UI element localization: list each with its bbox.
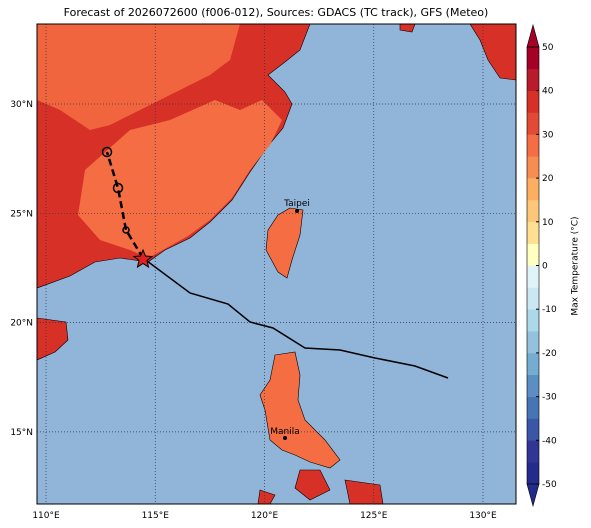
lat-label: 25°N [10,209,33,219]
lon-label: 130°E [469,511,497,521]
colorbar-tick-label: 40 [542,87,554,97]
colorbar-band [527,331,539,354]
colorbar-tick-label: 30 [542,130,554,140]
track-point [112,182,124,194]
colorbar-band [527,112,539,135]
track-point [101,146,113,158]
colorbar-band [527,221,539,244]
hainan [37,317,69,361]
past-track [142,257,449,379]
map-title: Forecast of 2026072600 (f006-012), Sourc… [64,6,489,19]
colorbar-band [527,396,539,419]
colorbar-band [527,156,539,179]
lat-label: 15°N [10,428,33,438]
lon-label: 115°E [142,511,170,521]
colorbar-band [527,374,539,397]
colorbar-label: Max Temperature (°C) [571,216,581,315]
colorbar-band [527,287,539,310]
city-label: Taipei [283,199,310,209]
north-warm-area [37,24,240,130]
colorbar-tick-label: -30 [542,393,557,403]
lon-label: 120°E [251,511,279,521]
forecast-track [105,151,145,259]
map-frame [36,23,517,505]
visayas [257,469,384,504]
luzon [259,351,341,469]
lon-label: 110°E [32,511,60,521]
colorbar-band [527,90,539,113]
storm-position [132,248,154,269]
city-label: Manila [270,427,300,437]
lat-label: 30°N [10,100,33,110]
colorbar-band [527,243,539,266]
colorbar-band [527,265,539,288]
colorbar-tick-label: -40 [542,436,557,446]
colorbar-band [527,352,539,376]
colorbar-tick-label: 50 [542,43,554,53]
colorbar-band [527,440,539,463]
colorbar-tick-label: 20 [542,174,554,184]
south-warm-area [78,100,282,258]
city-dot [283,436,287,440]
colorbar-band [527,47,539,70]
colorbar-band [527,178,539,201]
taiwan [265,207,304,279]
colorbar-band [527,68,539,91]
colorbar: -50 -40 -30 -20 -10 0 10 20 30 40 50 [526,23,557,508]
colorbar-tick-label: -50 [542,480,557,490]
graticule [37,24,516,504]
colorbar-tick-label: 10 [542,218,554,228]
colorbar-tick-label: -20 [542,349,557,359]
colorbar-band [527,199,539,223]
track-point [122,226,130,234]
colorbar-extend [526,483,540,508]
colorbar-tick-label: 0 [542,262,548,272]
city-dot [295,209,299,213]
lat-label: 20°N [10,319,33,329]
colorbar-band [527,309,539,332]
colorbar-band [527,134,539,157]
colorbar-band [527,462,539,485]
colorbar-tick-label: -10 [542,305,557,315]
map-area: Taipei Manila [37,24,516,504]
lon-label: 125°E [360,511,388,521]
colorbar-extend [526,23,540,48]
colorbar-band [527,418,539,441]
korea-japan [399,24,516,81]
